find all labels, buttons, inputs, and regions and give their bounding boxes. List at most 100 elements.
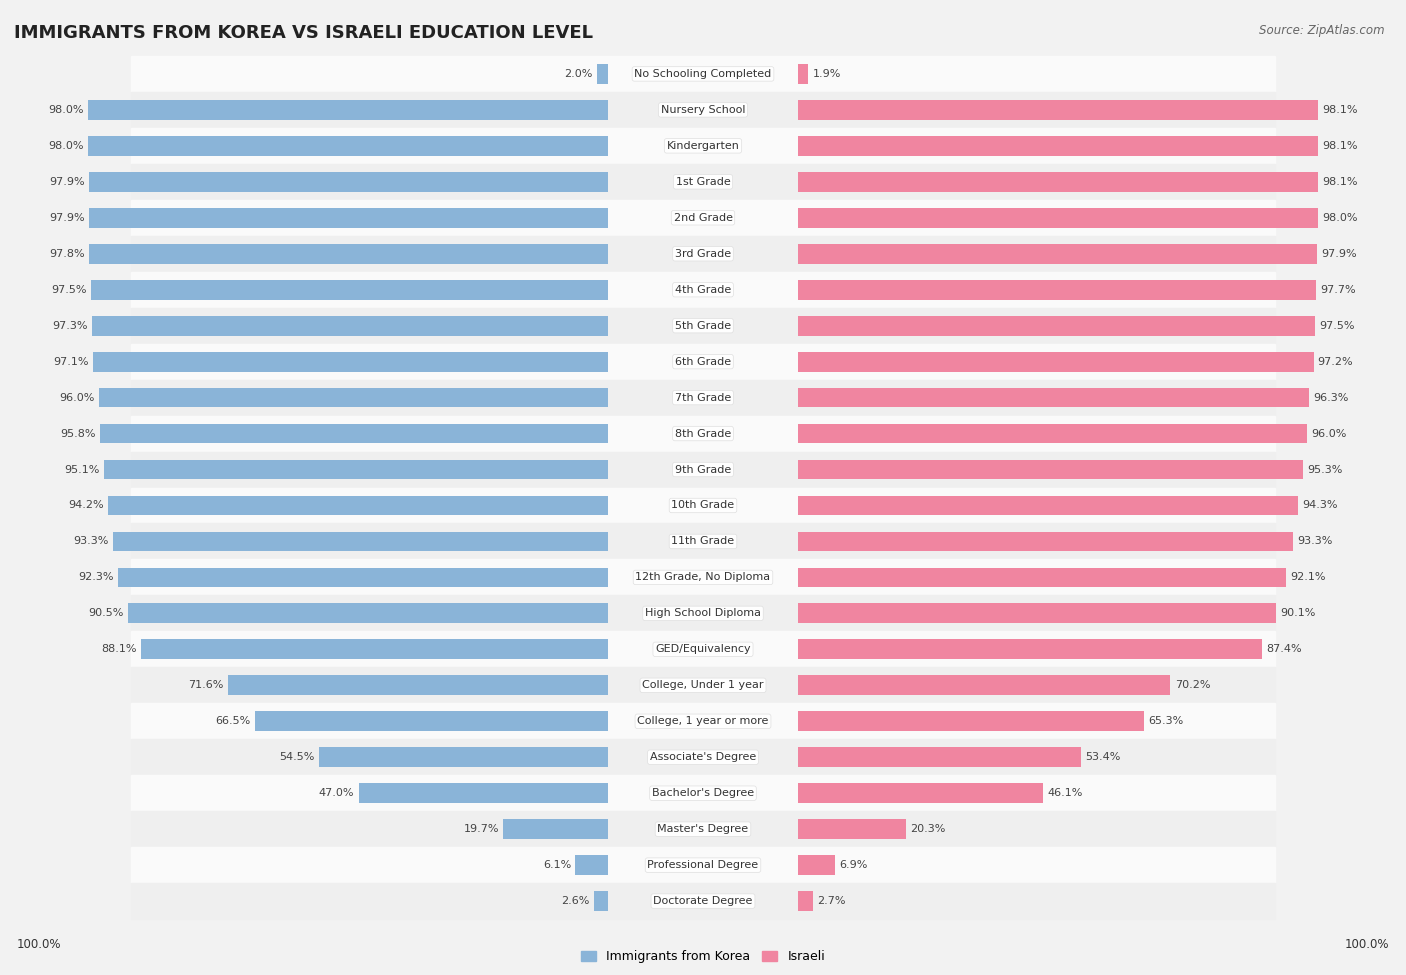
Bar xyxy=(799,424,1308,444)
Text: 65.3%: 65.3% xyxy=(1149,717,1184,726)
Text: 98.1%: 98.1% xyxy=(1323,140,1358,151)
Bar xyxy=(131,667,1275,703)
Text: 92.1%: 92.1% xyxy=(1291,572,1326,582)
Text: 97.3%: 97.3% xyxy=(52,321,87,331)
Text: 96.0%: 96.0% xyxy=(1312,429,1347,439)
Bar xyxy=(799,891,813,911)
Bar xyxy=(131,164,1275,200)
Bar xyxy=(228,676,607,695)
Text: 20.3%: 20.3% xyxy=(910,824,946,835)
Text: 100.0%: 100.0% xyxy=(17,938,62,951)
Text: GED/Equivalency: GED/Equivalency xyxy=(655,644,751,654)
Bar xyxy=(799,280,1316,299)
Bar xyxy=(131,739,1275,775)
Bar xyxy=(799,388,1309,408)
Bar xyxy=(799,819,905,839)
Text: 94.3%: 94.3% xyxy=(1302,500,1339,511)
Bar xyxy=(575,855,607,875)
Bar xyxy=(100,424,607,444)
Bar xyxy=(799,531,1294,551)
Bar xyxy=(131,883,1275,919)
Text: 97.7%: 97.7% xyxy=(1320,285,1355,294)
Bar xyxy=(799,352,1313,371)
Text: 93.3%: 93.3% xyxy=(1298,536,1333,546)
Text: 46.1%: 46.1% xyxy=(1047,788,1083,799)
Text: No Schooling Completed: No Schooling Completed xyxy=(634,69,772,79)
Bar xyxy=(141,640,607,659)
Bar xyxy=(799,136,1319,156)
Bar xyxy=(131,128,1275,164)
Bar xyxy=(799,567,1286,587)
Bar xyxy=(89,100,607,120)
Bar xyxy=(799,459,1303,480)
Bar xyxy=(799,64,808,84)
Text: High School Diploma: High School Diploma xyxy=(645,608,761,618)
Text: 53.4%: 53.4% xyxy=(1085,753,1121,762)
Text: 97.5%: 97.5% xyxy=(51,285,87,294)
Text: 1st Grade: 1st Grade xyxy=(676,176,730,187)
Text: 95.3%: 95.3% xyxy=(1308,464,1343,475)
Bar xyxy=(131,847,1275,883)
Text: 6.1%: 6.1% xyxy=(543,860,571,870)
Text: 90.5%: 90.5% xyxy=(89,608,124,618)
Text: 100.0%: 100.0% xyxy=(1344,938,1389,951)
Text: 95.1%: 95.1% xyxy=(65,464,100,475)
Text: Nursery School: Nursery School xyxy=(661,105,745,115)
Bar xyxy=(131,272,1275,308)
Text: 2.0%: 2.0% xyxy=(564,69,593,79)
Bar xyxy=(93,352,607,371)
Bar xyxy=(90,244,607,263)
Text: College, Under 1 year: College, Under 1 year xyxy=(643,681,763,690)
Bar xyxy=(799,747,1081,767)
Text: 9th Grade: 9th Grade xyxy=(675,464,731,475)
Bar xyxy=(112,531,607,551)
Bar xyxy=(799,208,1317,228)
Text: 97.9%: 97.9% xyxy=(49,176,84,187)
Bar xyxy=(131,560,1275,596)
Bar xyxy=(131,308,1275,343)
Bar xyxy=(799,712,1144,731)
Text: 88.1%: 88.1% xyxy=(101,644,136,654)
Bar xyxy=(799,640,1261,659)
Bar xyxy=(131,596,1275,632)
Bar xyxy=(89,172,607,192)
Bar xyxy=(131,451,1275,488)
Bar xyxy=(128,604,607,623)
Legend: Immigrants from Korea, Israeli: Immigrants from Korea, Israeli xyxy=(576,945,830,968)
Text: 97.2%: 97.2% xyxy=(1317,357,1354,367)
Bar xyxy=(359,783,607,803)
Bar xyxy=(131,56,1275,92)
Text: 92.3%: 92.3% xyxy=(79,572,114,582)
Bar xyxy=(131,379,1275,415)
Bar xyxy=(131,775,1275,811)
Bar xyxy=(799,495,1298,516)
Bar xyxy=(89,136,607,156)
Text: 98.0%: 98.0% xyxy=(49,105,84,115)
Text: IMMIGRANTS FROM KOREA VS ISRAELI EDUCATION LEVEL: IMMIGRANTS FROM KOREA VS ISRAELI EDUCATI… xyxy=(14,24,593,42)
Text: 98.1%: 98.1% xyxy=(1323,105,1358,115)
Bar xyxy=(799,100,1319,120)
Bar xyxy=(799,783,1043,803)
Bar xyxy=(503,819,607,839)
Text: 6th Grade: 6th Grade xyxy=(675,357,731,367)
Bar xyxy=(91,280,607,299)
Bar xyxy=(104,459,607,480)
Bar xyxy=(118,567,607,587)
Text: Master's Degree: Master's Degree xyxy=(658,824,748,835)
Bar xyxy=(799,855,835,875)
Text: 97.9%: 97.9% xyxy=(1322,249,1357,258)
Text: 71.6%: 71.6% xyxy=(188,681,224,690)
Text: 2nd Grade: 2nd Grade xyxy=(673,213,733,222)
Bar xyxy=(131,415,1275,451)
Text: 96.0%: 96.0% xyxy=(59,393,94,403)
Text: 98.0%: 98.0% xyxy=(1322,213,1357,222)
Bar xyxy=(799,316,1315,335)
Text: 93.3%: 93.3% xyxy=(73,536,108,546)
Bar xyxy=(131,632,1275,667)
Bar xyxy=(799,676,1170,695)
Text: 6.9%: 6.9% xyxy=(839,860,868,870)
Bar xyxy=(799,244,1317,263)
Text: Associate's Degree: Associate's Degree xyxy=(650,753,756,762)
Bar xyxy=(131,524,1275,560)
Text: Source: ZipAtlas.com: Source: ZipAtlas.com xyxy=(1260,24,1385,37)
